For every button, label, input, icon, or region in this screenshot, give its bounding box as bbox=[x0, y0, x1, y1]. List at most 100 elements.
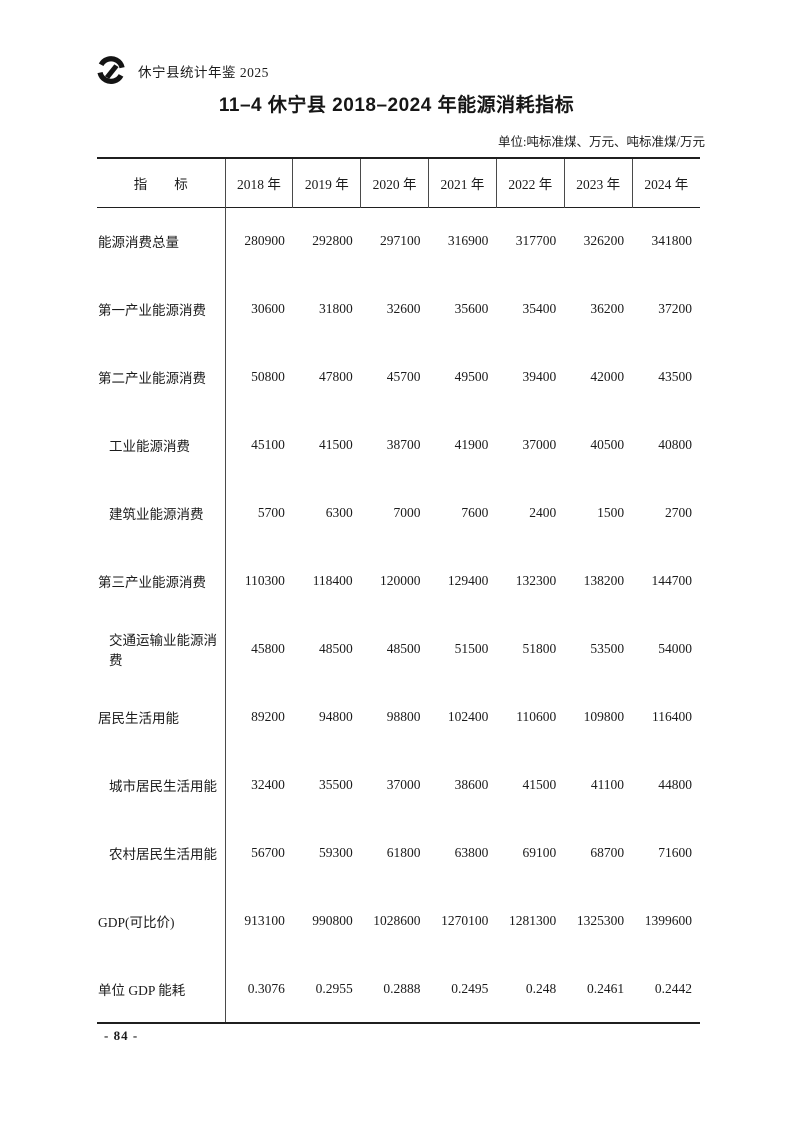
value-cell: 102400 bbox=[447, 709, 489, 724]
value-cell: 0.2442 bbox=[654, 980, 692, 996]
value-cell: 48500 bbox=[318, 641, 353, 656]
unit-note: 单位:吨标准煤、万元、吨标准煤/万元 bbox=[498, 135, 705, 149]
value-cell: 35500 bbox=[318, 777, 353, 792]
value-cell: 37000 bbox=[522, 437, 557, 452]
value-cell: 43500 bbox=[658, 369, 692, 384]
page-title: 11–4 休宁县 2018–2024 年能源消耗指标 bbox=[218, 95, 575, 116]
value-cell: 0.2888 bbox=[383, 980, 421, 996]
value-cell: 56700 bbox=[251, 845, 285, 860]
value-cell: 0.3076 bbox=[247, 980, 285, 996]
value-cell: 0.2495 bbox=[451, 980, 489, 996]
value-cell: 7600 bbox=[461, 505, 489, 520]
indicator-label: 第三产业能源消费 bbox=[97, 547, 226, 615]
value-cell: 44800 bbox=[658, 777, 692, 792]
value-cell: 48500 bbox=[386, 641, 421, 656]
energy-indicators-table: 指 标 2018 年 2019 年 2020 年 2021 年 2022 年 2023 年… bbox=[97, 157, 700, 1024]
year-column-header: 2023 年 bbox=[563, 158, 633, 207]
swirl-ring-logo-icon bbox=[95, 55, 129, 87]
value-cell: 45700 bbox=[386, 369, 421, 384]
table-row: 建筑业能源消费 5700 6300 7000 7600 2400 1500 2700 bbox=[97, 479, 700, 547]
value-cell: 49500 bbox=[454, 369, 489, 384]
indicator-label: 第二产业能源消费 bbox=[97, 343, 226, 411]
value-cell: 6300 bbox=[325, 505, 353, 520]
value-cell: 45800 bbox=[251, 641, 285, 656]
yearbook-name: 休宁县统计年鉴 2025 bbox=[138, 65, 269, 80]
value-cell: 297100 bbox=[380, 233, 421, 249]
value-cell: 71600 bbox=[658, 845, 692, 860]
table-row: 居民生活用能 89200 94800 98800 102400 110600 109800 1… bbox=[97, 683, 700, 751]
value-cell: 292800 bbox=[312, 233, 353, 249]
value-cell: 129400 bbox=[447, 573, 489, 588]
value-cell: 40500 bbox=[590, 437, 625, 452]
value-cell: 37000 bbox=[386, 777, 421, 792]
value-cell: 280900 bbox=[244, 233, 285, 249]
value-cell: 41500 bbox=[318, 437, 353, 452]
value-cell: 1399600 bbox=[644, 913, 692, 928]
table-header-row: 指 标 2018 年 2019 年 2020 年 2021 年 2022 年 2023 年… bbox=[97, 158, 700, 207]
value-cell: 1500 bbox=[597, 505, 625, 520]
value-cell: 0.2461 bbox=[586, 980, 625, 996]
value-cell: 7000 bbox=[393, 505, 421, 520]
value-cell: 63800 bbox=[454, 845, 489, 860]
value-cell: 32600 bbox=[386, 301, 421, 316]
value-cell: 51500 bbox=[454, 641, 489, 656]
table-row: 城市居民生活用能 32400 35500 37000 38600 41500 41100 44… bbox=[97, 751, 700, 819]
value-cell: 36200 bbox=[590, 301, 625, 316]
value-cell: 144700 bbox=[651, 573, 693, 588]
table-row: GDP(可比价) 913100 990800 1028600 1270100 128130… bbox=[97, 887, 700, 955]
table-row: 能源消费总量 280900 292800 297100 316900 317700 3262… bbox=[97, 207, 700, 275]
value-cell: 990800 bbox=[312, 913, 353, 928]
indicator-label: GDP(可比价) bbox=[97, 887, 226, 955]
value-cell: 110300 bbox=[244, 573, 285, 588]
value-cell: 51800 bbox=[522, 641, 557, 656]
table-row: 单位 GDP 能耗 0.3076 0.2955 0.2888 0.2495 0.248 0.… bbox=[97, 955, 700, 1023]
value-cell: 913100 bbox=[244, 913, 285, 928]
value-cell: 316900 bbox=[447, 233, 489, 249]
yearbook-brand: 休宁县统计年鉴 2025 bbox=[95, 55, 269, 87]
indicator-label: 工业能源消费 bbox=[97, 411, 226, 479]
value-cell: 68700 bbox=[590, 845, 625, 860]
table-row: 工业能源消费 45100 41500 38700 41900 37000 40500 4080… bbox=[97, 411, 700, 479]
indicator-label: 建筑业能源消费 bbox=[97, 479, 226, 547]
value-cell: 61800 bbox=[386, 845, 421, 860]
value-cell: 118400 bbox=[312, 573, 353, 588]
value-cell: 41900 bbox=[454, 437, 489, 452]
table-row: 第一产业能源消费 30600 31800 32600 35600 35400 36200 37… bbox=[97, 275, 700, 343]
indicator-label: 农村居民生活用能 bbox=[97, 819, 226, 887]
value-cell: 54000 bbox=[658, 641, 692, 656]
value-cell: 326200 bbox=[583, 233, 625, 249]
value-cell: 42000 bbox=[590, 369, 625, 384]
value-cell: 45100 bbox=[251, 437, 285, 452]
value-cell: 5700 bbox=[257, 505, 285, 520]
indicator-label: 第一产业能源消费 bbox=[97, 275, 226, 343]
value-cell: 50800 bbox=[251, 369, 285, 384]
table-row: 第三产业能源消费 110300 118400 120000 129400 132300 13… bbox=[97, 547, 700, 615]
value-cell: 110600 bbox=[516, 709, 557, 724]
value-cell: 89200 bbox=[251, 709, 285, 724]
year-column-header: 2018 年 bbox=[224, 158, 293, 207]
table-header: 指 标 2018 年 2019 年 2020 年 2021 年 2022 年 2023 年… bbox=[97, 158, 700, 207]
table-body: 能源消费总量 280900 292800 297100 316900 317700 3262… bbox=[97, 207, 700, 1023]
page-number: - 84 - bbox=[104, 1028, 139, 1043]
value-cell: 94800 bbox=[318, 709, 353, 724]
value-cell: 30600 bbox=[251, 301, 285, 316]
value-cell: 38700 bbox=[386, 437, 421, 452]
indicator-label: 居民生活用能 bbox=[97, 683, 226, 751]
table-row: 第二产业能源消费 50800 47800 45700 49500 39400 42000 43… bbox=[97, 343, 700, 411]
value-cell: 98800 bbox=[386, 709, 421, 724]
value-cell: 35400 bbox=[522, 301, 557, 316]
value-cell: 317700 bbox=[515, 233, 557, 249]
value-cell: 341800 bbox=[651, 233, 693, 249]
value-cell: 1028600 bbox=[373, 913, 421, 928]
value-cell: 41500 bbox=[522, 777, 557, 792]
year-column-header: 2019 年 bbox=[292, 158, 361, 207]
year-column-header: 2022 年 bbox=[495, 158, 565, 207]
year-column-header: 2024 年 bbox=[631, 158, 700, 207]
value-cell: 35600 bbox=[454, 301, 489, 316]
value-cell: 1270100 bbox=[441, 913, 489, 928]
value-cell: 37200 bbox=[658, 301, 692, 316]
value-cell: 0.248 bbox=[525, 980, 557, 996]
stub-column-header: 指 标 bbox=[133, 176, 188, 192]
value-cell: 0.2955 bbox=[315, 980, 353, 996]
value-cell: 132300 bbox=[515, 573, 557, 588]
